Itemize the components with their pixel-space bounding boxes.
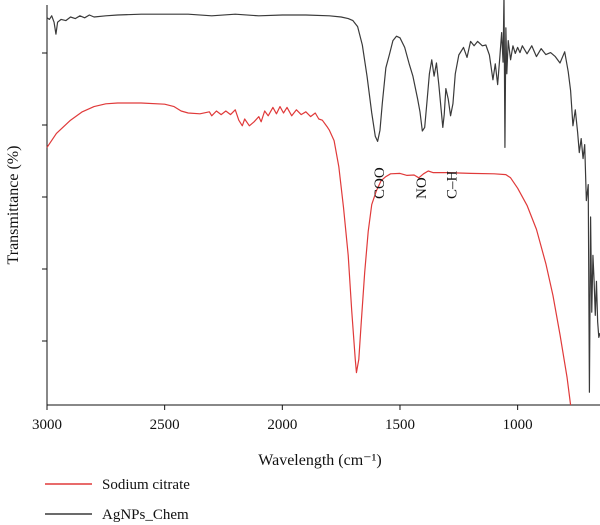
annotation-c-h: C–H [445,170,461,199]
legend-label-sodium-citrate: Sodium citrate [102,477,190,493]
series-line-sodium-citrate [46,102,572,406]
annotation-layer: COO NO C–H [372,167,461,199]
x-tick-label: 1000 [503,417,533,433]
x-tick-label: 2000 [267,417,297,433]
x-axis-title: Wavelength (cm⁻¹) [258,452,381,469]
x-axis: 3000 2500 2000 1500 1000 [32,404,600,433]
series-layer [46,0,600,406]
y-axis-title: Transmittance (%) [5,146,22,265]
x-tick-label: 3000 [32,417,62,433]
legend-label-agnps-chem: AgNPs_Chem [102,507,189,523]
annotation-coo: COO [372,167,388,199]
series-line-agnps-chem [46,0,600,393]
annotation-no: NO [414,177,430,199]
y-axis [42,5,48,405]
legend: Sodium citrate AgNPs_Chem [45,477,190,523]
x-tick-label: 2500 [150,417,180,433]
x-tick-label: 1500 [385,417,415,433]
